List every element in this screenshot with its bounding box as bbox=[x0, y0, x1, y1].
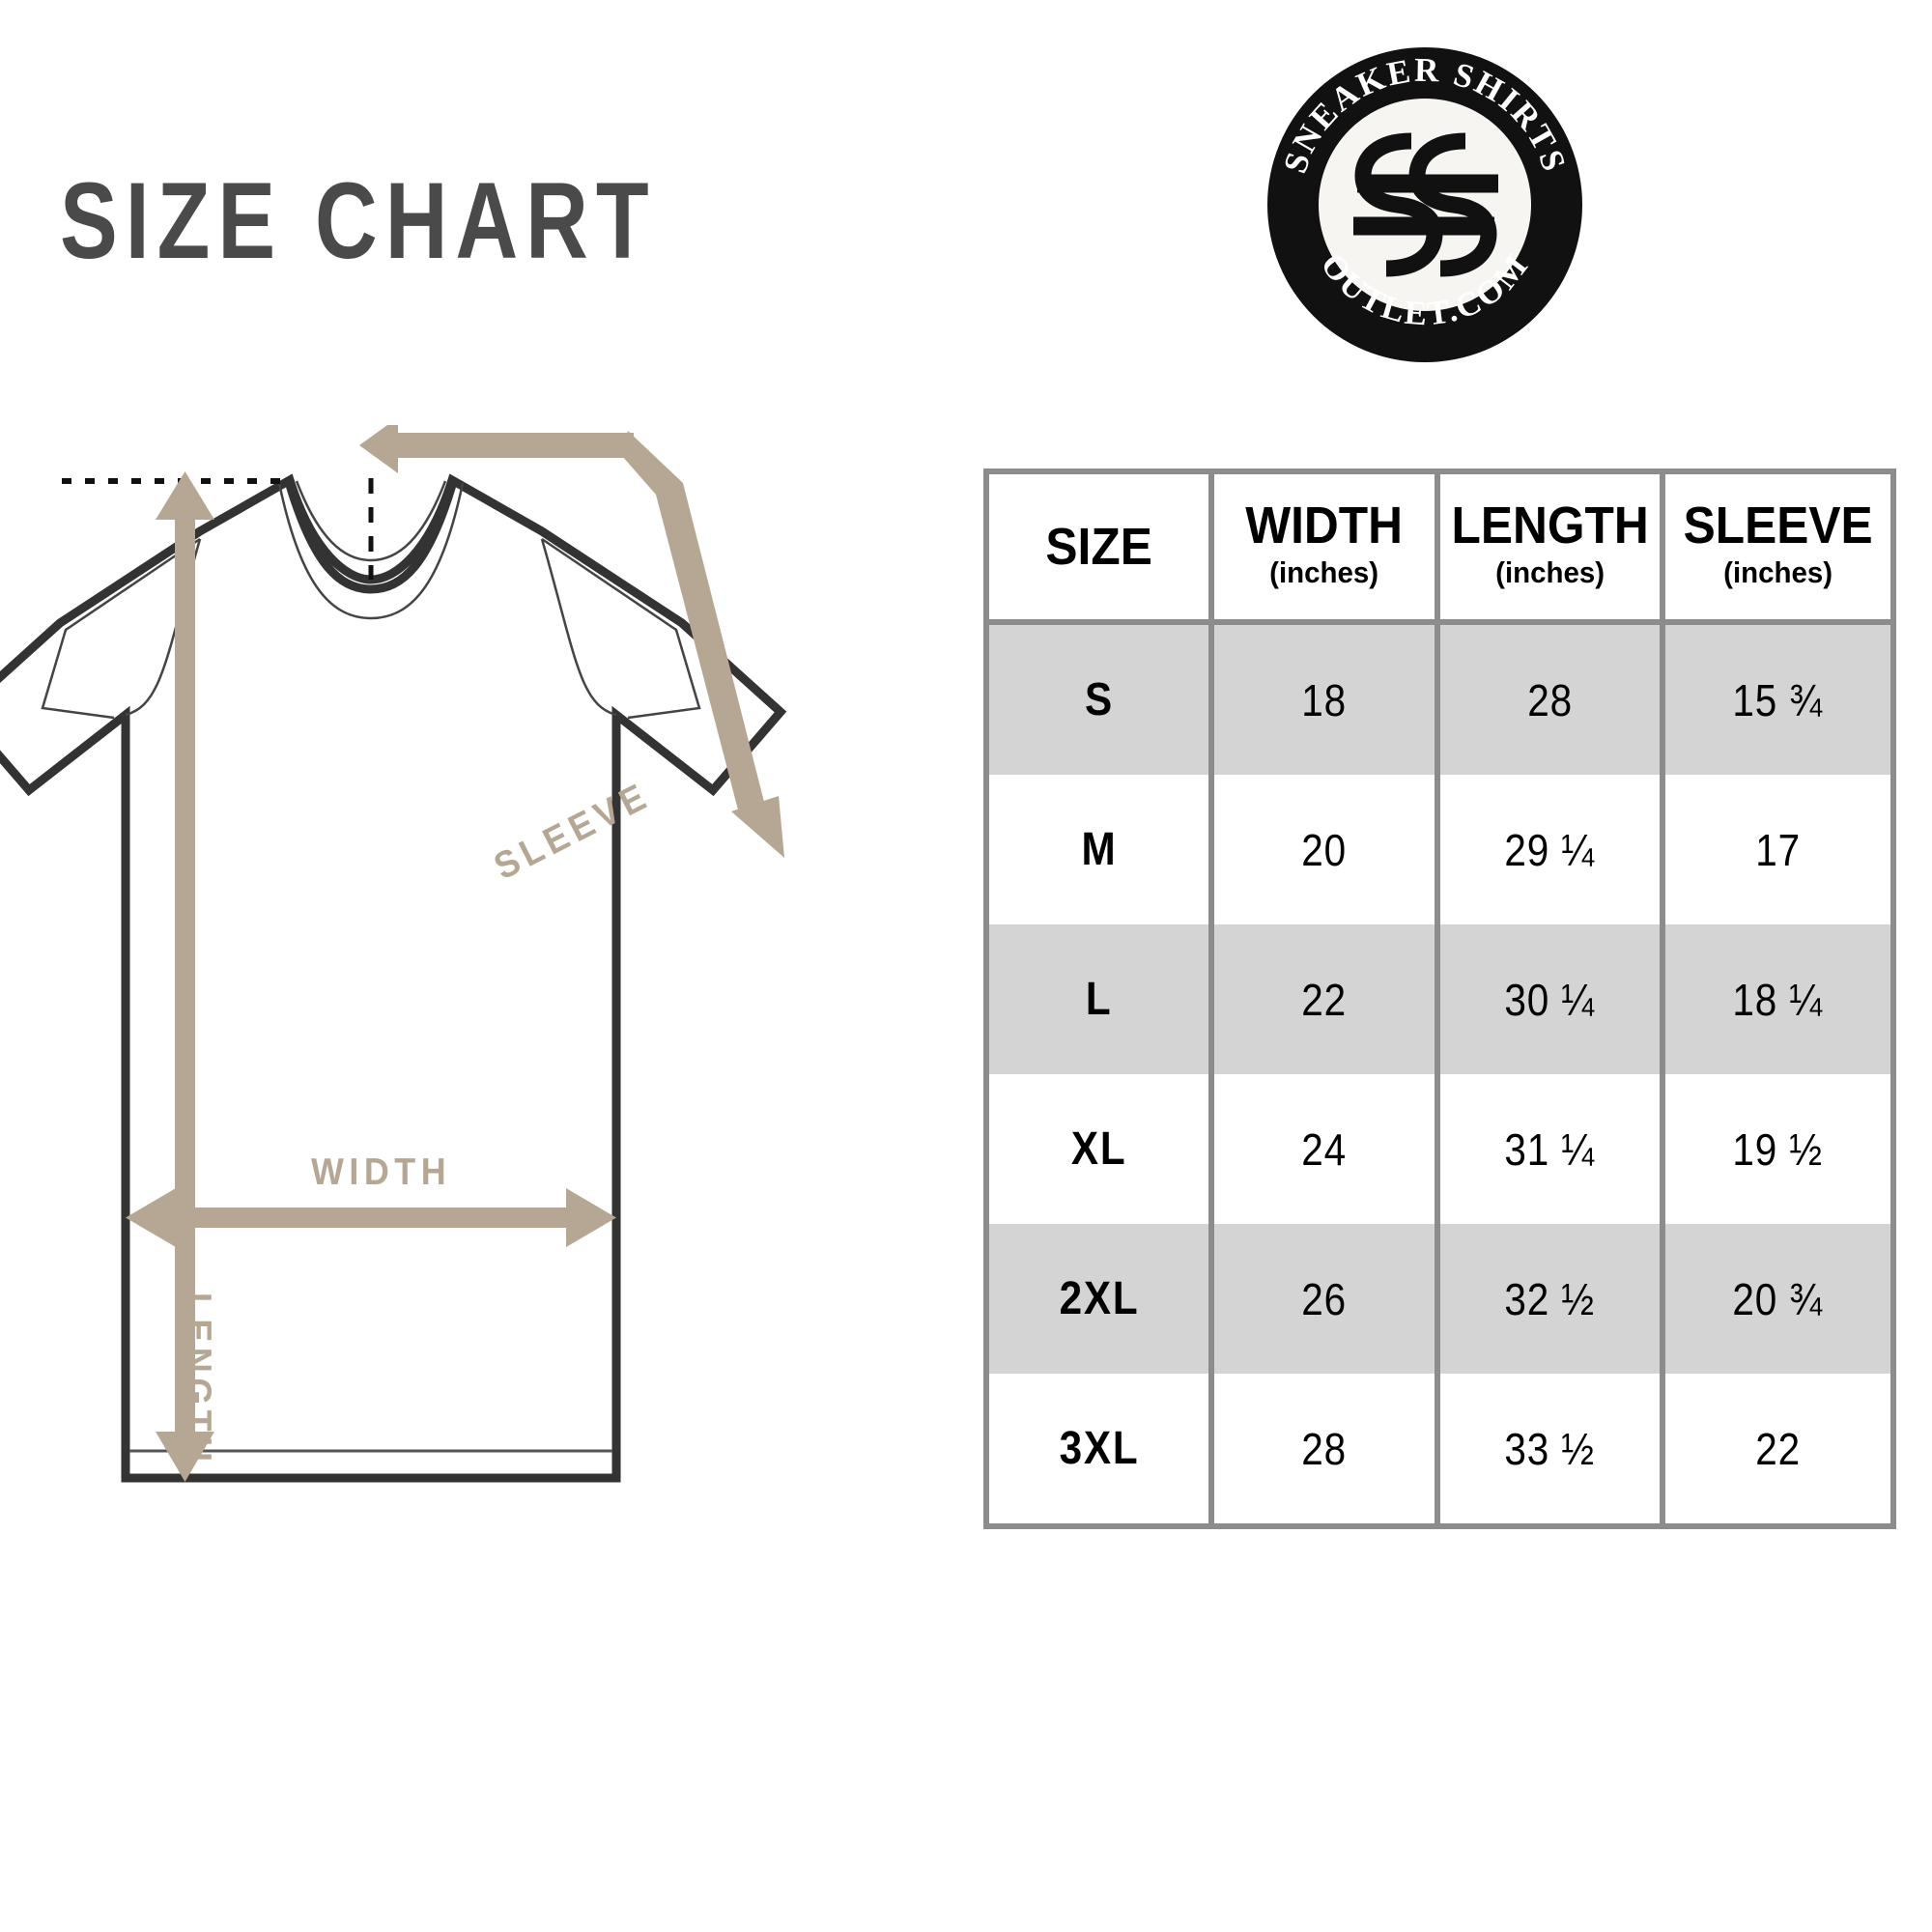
cell-sleeve-m: 17 bbox=[1664, 775, 1890, 924]
t-shirt-measurement-diagram: WIDTH LENGTH SLEEVE bbox=[0, 425, 966, 1546]
cell-length-3xl-value: 33 ½ bbox=[1504, 1423, 1595, 1474]
size-chart-table: SIZE WIDTH (inches) LENGTH (inches) SLEE… bbox=[983, 469, 1896, 1529]
cell-size-2xl: 2XL bbox=[989, 1224, 1215, 1374]
cell-size-xl-value: XL bbox=[1070, 1123, 1127, 1175]
cell-length-m: 29 ¼ bbox=[1439, 775, 1665, 924]
sneaker-shirts-outlet-logo: SNEAKER SHIRTS OUTLET.COM bbox=[1261, 41, 1589, 369]
cell-length-2xl-value: 32 ½ bbox=[1504, 1273, 1595, 1324]
cell-width-m: 20 bbox=[1214, 775, 1440, 924]
cell-sleeve-3xl-value: 22 bbox=[1754, 1423, 1801, 1474]
cell-length-s: 28 bbox=[1439, 625, 1665, 775]
cell-sleeve-s-value: 15 ¾ bbox=[1732, 674, 1824, 725]
table-row: XL 24 31 ¼ 19 ½ bbox=[989, 1074, 1890, 1224]
cell-width-xl: 24 bbox=[1214, 1074, 1440, 1224]
column-header-sleeve-main: SLEEVE bbox=[1683, 496, 1873, 554]
cell-width-l: 22 bbox=[1214, 924, 1440, 1074]
cell-sleeve-m-value: 17 bbox=[1754, 824, 1801, 875]
length-label: LENGTH bbox=[177, 1293, 218, 1467]
cell-sleeve-l-value: 18 ¼ bbox=[1732, 974, 1824, 1025]
cell-sleeve-l: 18 ¼ bbox=[1664, 924, 1890, 1074]
cell-length-3xl: 33 ½ bbox=[1439, 1374, 1665, 1523]
cell-size-3xl: 3XL bbox=[989, 1374, 1215, 1523]
cell-size-2xl-value: 2XL bbox=[1059, 1273, 1139, 1324]
column-header-size: SIZE bbox=[989, 474, 1215, 625]
cell-sleeve-2xl-value: 20 ¾ bbox=[1732, 1273, 1824, 1324]
cell-width-l-value: 22 bbox=[1301, 974, 1348, 1025]
column-header-width-main: WIDTH bbox=[1245, 496, 1404, 554]
cell-size-m: M bbox=[989, 775, 1215, 924]
length-arrow bbox=[156, 471, 214, 1482]
table-row: M 20 29 ¼ 17 bbox=[989, 775, 1890, 924]
cell-width-m-value: 20 bbox=[1301, 824, 1348, 875]
column-header-sleeve: SLEEVE (inches) bbox=[1664, 474, 1890, 625]
cell-length-s-value: 28 bbox=[1526, 674, 1573, 725]
table-row: 3XL 28 33 ½ 22 bbox=[989, 1374, 1890, 1523]
column-header-length-unit: (inches) bbox=[1494, 554, 1605, 589]
cell-width-3xl-value: 28 bbox=[1301, 1423, 1348, 1474]
column-header-length-main: LENGTH bbox=[1451, 496, 1649, 554]
table-header-row: SIZE WIDTH (inches) LENGTH (inches) SLEE… bbox=[989, 474, 1890, 625]
cell-length-2xl: 32 ½ bbox=[1439, 1224, 1665, 1374]
cell-width-3xl: 28 bbox=[1214, 1374, 1440, 1523]
cell-length-l-value: 30 ¼ bbox=[1504, 974, 1595, 1025]
cell-size-m-value: M bbox=[1081, 824, 1118, 875]
cell-sleeve-s: 15 ¾ bbox=[1664, 625, 1890, 775]
page-title: SIZE CHART bbox=[60, 160, 657, 281]
cell-size-s: S bbox=[989, 625, 1215, 775]
logo-monogram bbox=[1353, 132, 1498, 277]
column-header-length: LENGTH (inches) bbox=[1439, 474, 1665, 625]
cell-sleeve-3xl: 22 bbox=[1664, 1374, 1890, 1523]
cell-length-m-value: 29 ¼ bbox=[1504, 824, 1595, 875]
cell-sleeve-xl-value: 19 ½ bbox=[1732, 1123, 1824, 1175]
width-label: WIDTH bbox=[311, 1151, 452, 1193]
cell-width-2xl-value: 26 bbox=[1301, 1273, 1348, 1324]
cell-size-l: L bbox=[989, 924, 1215, 1074]
cell-width-xl-value: 24 bbox=[1301, 1123, 1348, 1175]
cell-sleeve-2xl: 20 ¾ bbox=[1664, 1224, 1890, 1374]
cell-size-xl: XL bbox=[989, 1074, 1215, 1224]
cell-size-s-value: S bbox=[1084, 674, 1114, 725]
column-header-sleeve-unit: (inches) bbox=[1722, 554, 1833, 589]
column-header-width-unit: (inches) bbox=[1269, 554, 1379, 589]
sleeve-arrow bbox=[359, 425, 784, 858]
table-row: S 18 28 15 ¾ bbox=[989, 625, 1890, 775]
table-row: L 22 30 ¼ 18 ¼ bbox=[989, 924, 1890, 1074]
cell-length-xl: 31 ¼ bbox=[1439, 1074, 1665, 1224]
width-arrow bbox=[126, 1188, 616, 1247]
cell-length-xl-value: 31 ¼ bbox=[1504, 1123, 1595, 1175]
cell-size-3xl-value: 3XL bbox=[1059, 1423, 1139, 1474]
cell-width-2xl: 26 bbox=[1214, 1224, 1440, 1374]
cell-size-l-value: L bbox=[1085, 974, 1113, 1025]
cell-width-s: 18 bbox=[1214, 625, 1440, 775]
column-header-width: WIDTH (inches) bbox=[1214, 474, 1440, 625]
cell-length-l: 30 ¼ bbox=[1439, 924, 1665, 1074]
cell-width-s-value: 18 bbox=[1301, 674, 1348, 725]
column-header-size-main: SIZE bbox=[1045, 518, 1152, 576]
cell-sleeve-xl: 19 ½ bbox=[1664, 1074, 1890, 1224]
table-row: 2XL 26 32 ½ 20 ¾ bbox=[989, 1224, 1890, 1374]
